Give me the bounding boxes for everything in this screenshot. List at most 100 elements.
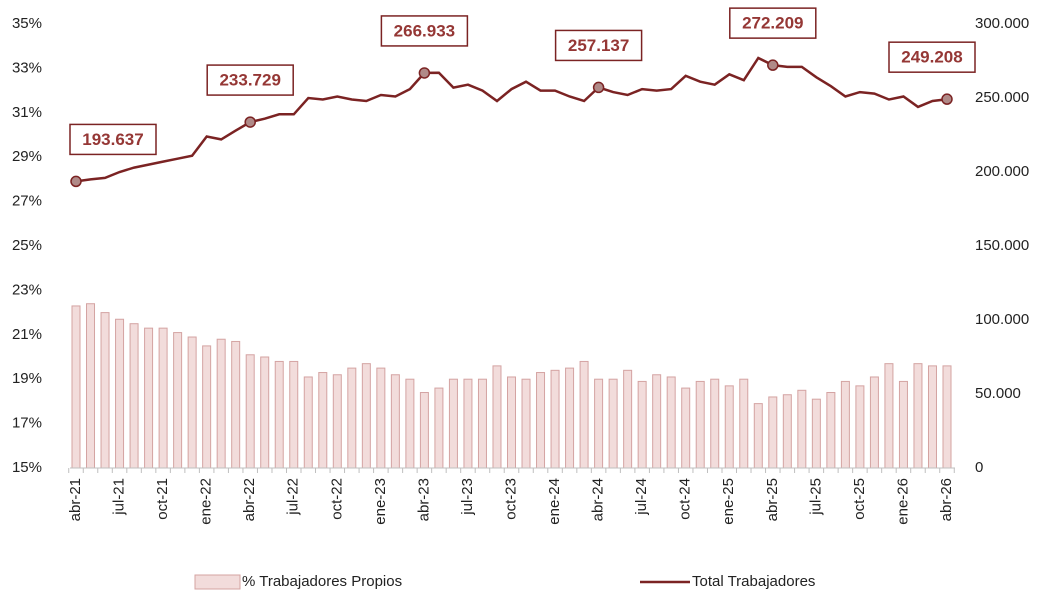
bar xyxy=(840,380,850,469)
label-box xyxy=(554,29,643,62)
bar xyxy=(477,378,487,469)
legend-label: Total Trabajadores xyxy=(692,573,815,590)
x-tick-label: jul-22 xyxy=(285,478,302,516)
bar xyxy=(898,380,908,469)
x-tick-label: jul-23 xyxy=(459,478,476,516)
x-tick-label: jul-21 xyxy=(111,478,128,516)
y-tick-label: 33% xyxy=(12,59,42,76)
bar xyxy=(782,394,792,469)
label-box xyxy=(729,7,817,39)
bar xyxy=(710,378,720,469)
marker xyxy=(70,175,82,188)
bar xyxy=(739,378,749,469)
x-tick-label: abr-23 xyxy=(415,478,432,521)
bar xyxy=(390,374,400,469)
bar xyxy=(419,392,429,469)
bar xyxy=(129,323,139,469)
bar xyxy=(608,378,618,469)
y-tick-label: 31% xyxy=(12,104,42,121)
data-label: 266.933 xyxy=(394,21,455,40)
legend-label: % Trabajadores Propios xyxy=(242,573,402,590)
bar xyxy=(521,378,531,469)
x-tick-label: ene-22 xyxy=(198,478,215,525)
bar xyxy=(100,312,110,469)
bar xyxy=(361,363,371,469)
bar xyxy=(144,327,154,469)
x-tick-label: ene-24 xyxy=(546,478,563,525)
x-tick-label: ene-25 xyxy=(720,478,737,525)
y-tick-label: 23% xyxy=(12,281,42,298)
y2-tick-label: 150.000 xyxy=(975,237,1029,254)
label-box xyxy=(206,64,294,96)
marker xyxy=(767,59,779,71)
data-label: 249.208 xyxy=(901,48,962,67)
y2-tick-label: 250.000 xyxy=(975,89,1029,106)
data-label: 257.137 xyxy=(568,36,629,55)
marker xyxy=(418,67,431,79)
bar xyxy=(594,378,604,469)
y-tick-label: 19% xyxy=(12,370,42,387)
bar xyxy=(86,303,96,469)
x-tick-label: jul-24 xyxy=(633,478,650,516)
y2-tick-label: 200.000 xyxy=(975,163,1029,180)
bar xyxy=(492,365,502,469)
bar xyxy=(434,387,444,469)
bar xyxy=(927,365,937,469)
x-tick-label: abr-22 xyxy=(241,478,258,521)
bar xyxy=(71,305,81,469)
x-tick-label: abr-25 xyxy=(764,478,781,521)
line xyxy=(75,56,948,183)
bar xyxy=(797,389,807,469)
y-tick-label: 29% xyxy=(12,148,42,165)
x-tick-label: jul-25 xyxy=(807,478,824,516)
marker xyxy=(592,81,605,94)
y-tick-label: 25% xyxy=(12,237,42,254)
bar xyxy=(536,372,546,469)
y-tick-label: 35% xyxy=(12,15,42,32)
label-box xyxy=(69,123,157,156)
x-tick-label: oct-25 xyxy=(851,478,868,520)
bar xyxy=(811,398,821,469)
x-tick-label: ene-26 xyxy=(894,478,911,525)
bar xyxy=(376,367,386,469)
x-tick-label: oct-21 xyxy=(154,478,171,520)
bar xyxy=(826,392,836,469)
bar xyxy=(666,376,676,469)
bar xyxy=(245,354,255,469)
bar xyxy=(637,380,647,469)
data-label: 233.729 xyxy=(219,71,280,90)
x-tick-label: abr-26 xyxy=(938,478,955,521)
bar xyxy=(187,336,197,469)
bar xyxy=(231,340,241,469)
bar xyxy=(115,318,125,469)
marker xyxy=(941,93,953,105)
bar xyxy=(869,376,879,469)
y2-tick-label: 100.000 xyxy=(975,311,1029,328)
bar xyxy=(753,403,763,469)
bar xyxy=(274,360,284,469)
y-tick-label: 21% xyxy=(12,326,42,343)
bar xyxy=(158,327,168,469)
bar xyxy=(260,356,270,469)
y-tick-label: 15% xyxy=(12,459,42,476)
bar xyxy=(652,374,662,469)
bar xyxy=(332,374,342,469)
bar xyxy=(768,396,778,469)
bar xyxy=(565,367,575,469)
bar xyxy=(405,378,415,469)
bar xyxy=(942,365,952,469)
bar xyxy=(579,360,589,469)
legend-swatch xyxy=(194,574,241,590)
label-box xyxy=(888,41,976,73)
bar xyxy=(318,372,328,469)
bar xyxy=(913,363,923,469)
y-tick-label: 17% xyxy=(12,415,42,432)
x-tick-label: abr-21 xyxy=(67,478,84,521)
bar xyxy=(173,332,183,469)
bar xyxy=(724,385,734,469)
data-label: 193.637 xyxy=(82,130,143,149)
bar xyxy=(884,363,894,469)
x-tick-label: oct-23 xyxy=(502,478,519,520)
bar xyxy=(202,345,212,469)
